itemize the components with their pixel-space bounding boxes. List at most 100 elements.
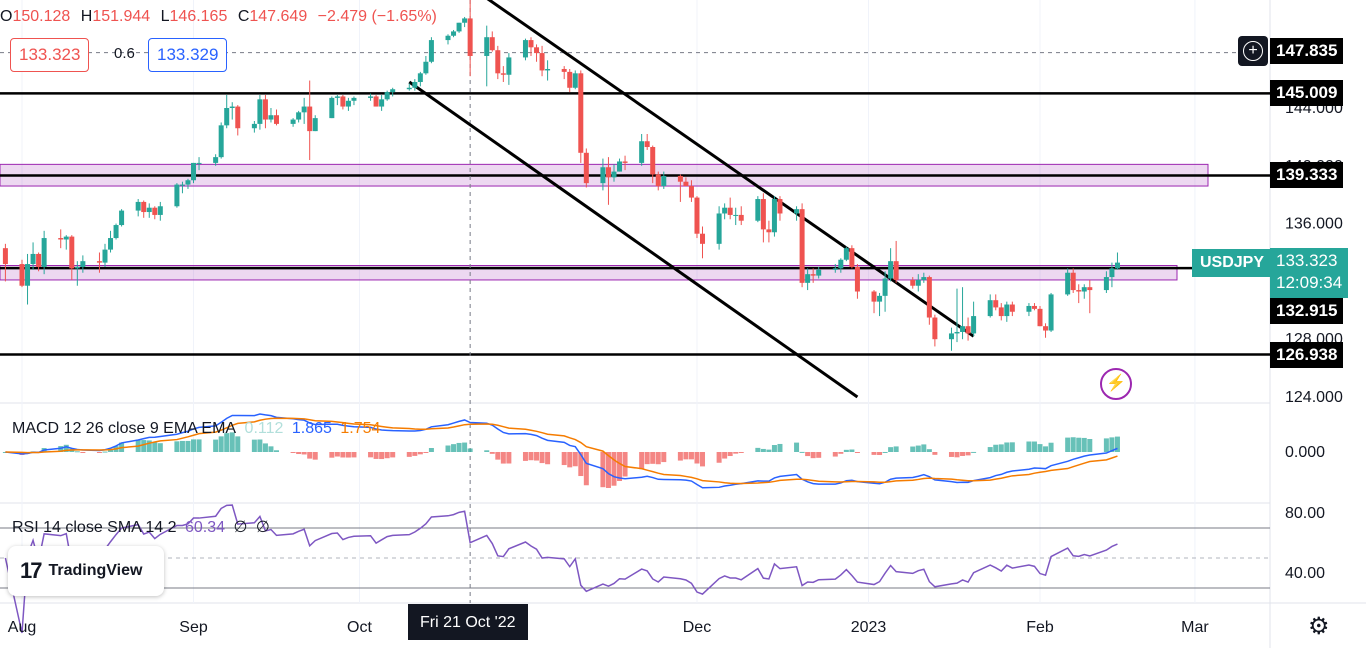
- macd-histogram-bar: [843, 449, 849, 452]
- macd-histogram-bar: [888, 447, 894, 452]
- macd-histogram-bar: [351, 452, 357, 458]
- candle-body: [334, 96, 340, 98]
- macd-histogram-bar: [799, 451, 805, 453]
- candle-body: [1043, 326, 1049, 331]
- tradingview-logo[interactable]: 17 TradingView: [8, 546, 164, 596]
- macd-histogram-bar: [467, 448, 473, 452]
- candle-body: [185, 180, 191, 185]
- candle-body: [545, 68, 551, 71]
- macd-histogram-bar: [605, 452, 611, 488]
- macd-histogram-bar: [794, 442, 800, 452]
- candle-body: [838, 259, 844, 269]
- candle-body: [2, 248, 8, 265]
- macd-histogram-bar: [755, 447, 761, 452]
- macd-histogram-bar: [661, 452, 667, 463]
- candle-body: [572, 73, 578, 88]
- candle-body: [417, 73, 423, 82]
- macd-histogram-bar: [932, 452, 938, 455]
- macd-signal-line: [5, 417, 1118, 485]
- rsi-legend: RSI 14 close SMA 14 2 60.34 ∅ ∅: [12, 517, 274, 537]
- macd-histogram-bar: [810, 452, 816, 459]
- macd-histogram-bar: [235, 436, 241, 452]
- candle-body: [296, 112, 302, 120]
- macd-histogram-bar: [417, 452, 423, 455]
- macd-histogram-bar: [683, 452, 689, 460]
- candle-body: [390, 89, 396, 93]
- candle-body: [843, 248, 849, 260]
- candle-body: [605, 167, 611, 178]
- candle-body: [290, 119, 296, 124]
- candle-body: [30, 253, 36, 265]
- candle-body: [1009, 304, 1015, 312]
- candle-body: [854, 266, 860, 292]
- candle-body: [345, 100, 351, 107]
- macd-histogram-bar: [102, 451, 108, 453]
- candle-body: [274, 115, 279, 124]
- macd-histogram-bar: [534, 452, 540, 461]
- macd-histogram-bar: [1009, 442, 1015, 452]
- macd-histogram-bar: [915, 445, 921, 452]
- macd-histogram-bar: [760, 448, 766, 452]
- time-axis-label: Sep: [179, 619, 208, 636]
- gear-icon[interactable]: ⚙: [1308, 613, 1330, 640]
- open-label: O: [0, 8, 13, 25]
- add-alert-button[interactable]: +: [1238, 36, 1268, 66]
- symbol-tag: USDJPY: [1192, 249, 1273, 277]
- candle-body: [622, 161, 628, 163]
- macd-histogram-bar: [816, 452, 822, 458]
- candle-body: [810, 274, 816, 276]
- macd-histogram-bar: [489, 452, 495, 454]
- current-price-tag: 133.323 12:09:34: [1270, 248, 1349, 298]
- open-value: 150.128: [12, 8, 71, 25]
- rsi-axis-label: 40.00: [1285, 565, 1325, 582]
- candle-body: [1048, 294, 1054, 331]
- macd-histogram-bar: [301, 452, 307, 455]
- lightning-icon[interactable]: ⚡: [1100, 368, 1132, 400]
- candle-body: [771, 199, 777, 233]
- buy-button[interactable]: 133.329: [148, 38, 228, 72]
- candle-body: [877, 295, 883, 302]
- candle-body: [583, 152, 589, 184]
- candle-body: [1087, 287, 1093, 291]
- price-tag-145009: 145.009: [1270, 80, 1344, 106]
- macd-histogram-bar: [63, 444, 69, 452]
- candle-body: [987, 300, 993, 317]
- macd-histogram-bar: [251, 439, 257, 452]
- macd-histogram-bar: [334, 452, 340, 457]
- candle-body: [218, 125, 224, 158]
- plus-circle-icon: +: [1243, 41, 1263, 61]
- price-tag-132915: 132.915: [1270, 298, 1344, 324]
- macd-histogram-bar: [495, 452, 501, 460]
- candle-body: [777, 199, 783, 214]
- macd-histogram-bar: [96, 452, 102, 453]
- candle-body: [141, 201, 147, 213]
- macd-histogram-bar: [611, 452, 617, 486]
- macd-histogram-bar: [716, 452, 722, 463]
- macd-histogram-bar: [423, 452, 429, 453]
- candle-body: [412, 81, 418, 88]
- candle-body: [799, 209, 805, 283]
- rsi-line: [4, 504, 1118, 634]
- candle-body: [539, 53, 545, 71]
- candle-body: [428, 40, 434, 62]
- candle-body: [677, 175, 683, 182]
- candle-body: [766, 229, 772, 233]
- macd-histogram-bar: [406, 452, 412, 457]
- macd-histogram-bar: [141, 440, 147, 452]
- candle-body: [268, 115, 274, 120]
- time-axis-label: Aug: [8, 619, 36, 636]
- candle-body: [688, 186, 694, 198]
- macd-histogram-bar: [1076, 437, 1082, 452]
- sell-button[interactable]: 133.323: [10, 38, 90, 72]
- macd-histogram-bar: [174, 441, 180, 452]
- macd-histogram-bar: [108, 449, 114, 452]
- macd-histogram-bar: [926, 449, 932, 452]
- tradingview-logo-icon: 17: [20, 558, 43, 583]
- candle-body: [152, 207, 158, 215]
- candle-body: [567, 71, 573, 88]
- macd-histogram-bar: [738, 452, 744, 453]
- macd-histogram-bar: [196, 439, 202, 452]
- macd-histogram-bar: [677, 452, 683, 461]
